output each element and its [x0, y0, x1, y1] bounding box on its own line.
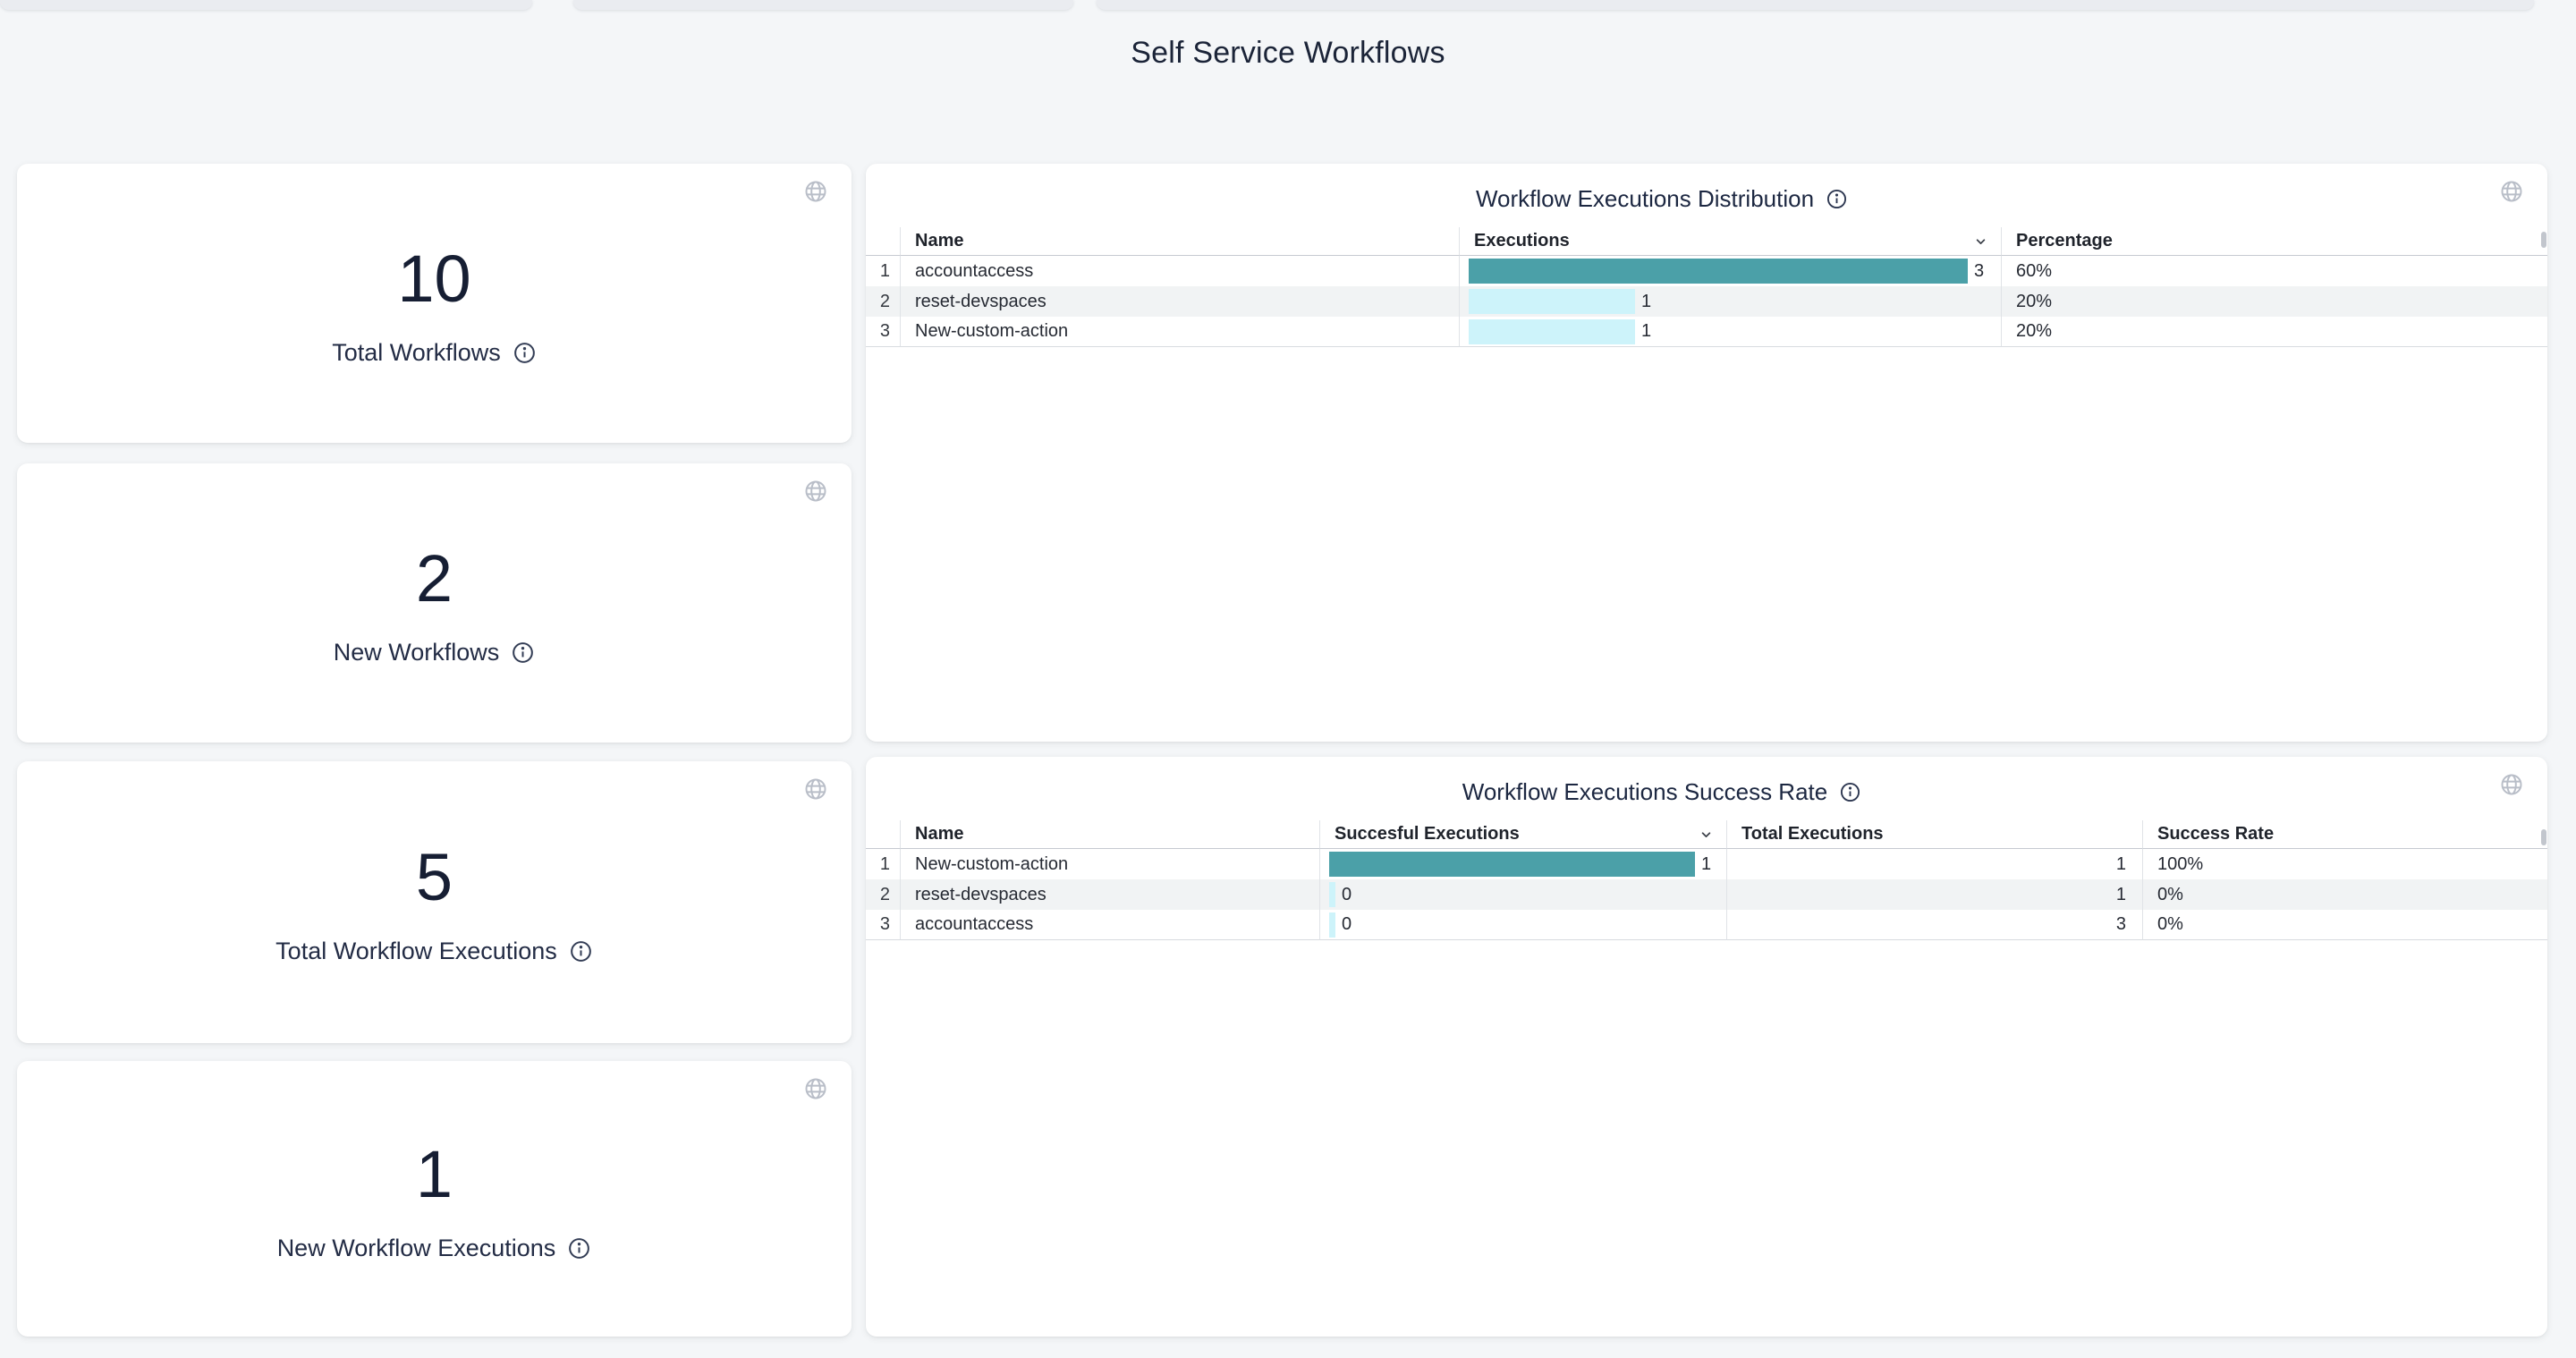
cell-executions: 1	[1459, 317, 2001, 347]
value-bar	[1329, 912, 1335, 938]
info-icon[interactable]	[1826, 188, 1848, 210]
info-icon[interactable]	[569, 939, 593, 963]
scrolled-card-bottom	[573, 0, 1073, 10]
column-header-name: Name	[900, 820, 1319, 849]
cell-name: accountaccess	[900, 256, 1459, 286]
globe-icon[interactable]	[803, 479, 828, 504]
scrolled-card-bottom	[0, 0, 532, 10]
column-header-index	[866, 227, 900, 256]
column-header-success-rate: Success Rate	[2142, 820, 2547, 849]
cell-total_executions: 1	[1726, 879, 2142, 910]
new-workflows-card: 2 New Workflows	[17, 463, 852, 743]
stat-label: New Workflow Executions	[276, 1234, 556, 1261]
scrolled-card-bottom	[1097, 0, 2534, 10]
cell-successful_executions: 0	[1319, 879, 1726, 910]
cell-executions: 1	[1459, 286, 2001, 317]
value-bar	[1469, 259, 1968, 284]
bar-value-label: 1	[1641, 291, 1652, 311]
chevron-down-icon[interactable]	[1699, 827, 1714, 842]
cell-total_executions: 3	[1726, 910, 2142, 940]
bar-value-label: 3	[1974, 260, 1985, 281]
scrollbar-thumb[interactable]	[2541, 829, 2546, 845]
row-index: 3	[866, 317, 900, 347]
executions-distribution-table: Name Executions Percentage 1 accountaccess 3 6…	[866, 227, 2547, 347]
bar-value-label: 0	[1342, 914, 1352, 934]
cell-name: reset-devspaces	[900, 879, 1319, 910]
value-bar	[1469, 318, 1635, 344]
cell-executions: 3	[1459, 256, 2001, 286]
stat-label: New Workflows	[333, 638, 500, 666]
value-bar	[1329, 882, 1335, 907]
bar-value-label: 1	[1701, 853, 1712, 874]
cell-success_rate: 0%	[2142, 879, 2547, 910]
stat-label: Total Workflows	[332, 338, 501, 366]
cell-name: accountaccess	[900, 910, 1319, 940]
bar-value-label: 1	[1641, 321, 1652, 341]
stat-value: 2	[415, 540, 453, 615]
cell-name: New-custom-action	[900, 849, 1319, 879]
globe-icon[interactable]	[2499, 179, 2524, 204]
column-header-total-executions: Total Executions	[1726, 820, 2142, 849]
cell-name: reset-devspaces	[900, 286, 1459, 317]
stat-value: 1	[415, 1136, 453, 1211]
info-icon[interactable]	[567, 1236, 591, 1260]
cell-total_executions: 1	[1726, 849, 2142, 879]
column-header-name: Name	[900, 227, 1459, 256]
stat-value: 10	[397, 241, 471, 316]
executions-success-rate-table: Name Succesful Executions Total Executions…	[866, 820, 2547, 940]
globe-icon[interactable]	[803, 179, 828, 204]
row-index: 1	[879, 260, 890, 281]
globe-icon[interactable]	[2499, 772, 2524, 797]
cell-name: New-custom-action	[900, 317, 1459, 347]
row-index: 2	[866, 879, 900, 910]
cell-successful_executions: 1	[1319, 849, 1726, 879]
cell-percentage: 60%	[2001, 256, 2547, 286]
column-header-percentage: Percentage	[2001, 227, 2547, 256]
cell-successful_executions: 0	[1319, 910, 1726, 940]
total-workflows-card: 10 Total Workflows	[17, 164, 852, 443]
stat-label: Total Workflow Executions	[275, 938, 557, 964]
workflow-executions-distribution-card: Workflow Executions Distribution Name Exe…	[866, 164, 2547, 742]
globe-icon[interactable]	[803, 1076, 828, 1101]
globe-icon[interactable]	[803, 777, 828, 802]
workflow-executions-success-rate-card: Workflow Executions Success Rate Name Suc…	[866, 757, 2547, 1337]
cell-percentage: 20%	[2001, 317, 2547, 347]
row-index: 3	[866, 910, 900, 940]
value-bar	[1329, 852, 1695, 877]
info-icon[interactable]	[511, 641, 535, 665]
bar-value-label: 0	[1342, 884, 1352, 904]
column-header-index	[866, 820, 900, 849]
column-header-succesful-executions[interactable]: Succesful Executions	[1319, 820, 1726, 849]
row-index: 2	[866, 286, 900, 317]
total-workflow-executions-card: 5 Total Workflow Executions	[17, 761, 852, 1043]
page-title: Self Service Workflows	[1131, 36, 1445, 70]
info-icon[interactable]	[513, 341, 537, 365]
chevron-down-icon[interactable]	[1973, 233, 1988, 249]
table-title: Workflow Executions Distribution	[1475, 185, 1815, 212]
cell-success_rate: 0%	[2142, 910, 2547, 940]
scrollbar-thumb[interactable]	[2541, 232, 2546, 248]
new-workflow-executions-card: 1 New Workflow Executions	[17, 1061, 852, 1337]
column-header-executions[interactable]: Executions	[1459, 227, 2001, 256]
cell-percentage: 20%	[2001, 286, 2547, 317]
table-title-row: Workflow Executions Success Rate	[866, 757, 2547, 806]
table-title-row: Workflow Executions Distribution	[866, 164, 2547, 213]
table-title: Workflow Executions Success Rate	[1462, 778, 1828, 805]
stat-value: 5	[415, 840, 453, 914]
cell-success_rate: 100%	[2142, 849, 2547, 879]
value-bar	[1469, 289, 1635, 314]
row-index: 1	[879, 853, 890, 874]
info-icon[interactable]	[1839, 781, 1861, 803]
